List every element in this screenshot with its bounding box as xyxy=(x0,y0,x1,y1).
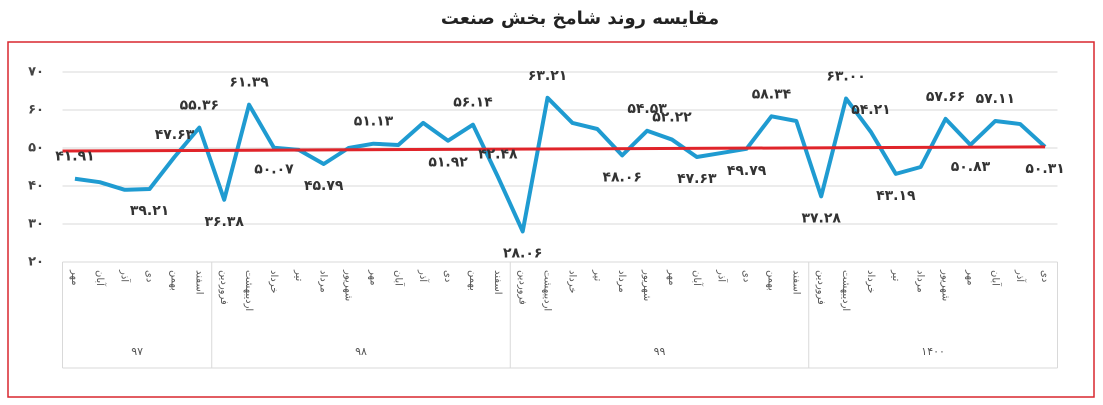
x-tick-label: خرداد xyxy=(865,270,876,293)
data-line xyxy=(74,95,1047,234)
value-label: ۶۳.۲۱ xyxy=(528,68,568,84)
x-tick-label: شهریور xyxy=(940,269,951,301)
value-label: ۵۴.۵۳ xyxy=(627,101,667,117)
x-tick-label: اسفند xyxy=(790,270,801,294)
x-tick-label: مهر xyxy=(69,269,80,285)
x-tick-label: شهریور xyxy=(641,269,652,301)
y-tick-label: ۳۰ xyxy=(28,217,44,232)
x-tick-label: خرداد xyxy=(268,270,279,293)
group-label: ۱۴۰۰ xyxy=(921,345,945,358)
y-tick-label: ۷۰ xyxy=(28,65,44,80)
x-tick-label: اردیبهشت xyxy=(243,270,254,311)
x-tick-label: مرداد xyxy=(616,270,627,293)
group-label: ۹۸ xyxy=(355,345,367,358)
y-tick-label: ۴۰ xyxy=(28,179,44,194)
value-label: ۵۷.۶۶ xyxy=(926,89,966,105)
x-tick-label: بهمن xyxy=(168,270,179,291)
x-tick-label: آذر xyxy=(417,269,430,283)
value-label: ۴۳.۱۹ xyxy=(876,188,916,204)
value-label: ۵۰.۰۷ xyxy=(254,162,294,178)
value-label: ۵۲.۲۲ xyxy=(652,110,692,126)
group-label: ۹۷ xyxy=(131,345,143,358)
chart-title: مقایسه روند شامخ بخش صنعت xyxy=(441,8,719,29)
x-tick-label: دی xyxy=(741,270,752,282)
value-label: ۳۶.۳۸ xyxy=(204,214,244,230)
x-tick-label: مرداد xyxy=(915,270,926,293)
value-label: ۴۷.۶۳ xyxy=(677,171,717,187)
x-tick-label: مهر xyxy=(964,269,975,285)
y-tick-label: ۵۰ xyxy=(28,141,44,156)
value-label: ۳۷.۲۸ xyxy=(801,210,841,226)
value-label: ۵۱.۹۲ xyxy=(428,155,468,171)
y-tick-label: ۶۰ xyxy=(28,103,44,118)
x-tick-label: بهمن xyxy=(467,270,478,291)
x-tick-label: بهمن xyxy=(765,270,776,291)
x-tick-label: تیر xyxy=(890,269,901,282)
x-tick-label: مهر xyxy=(666,269,677,285)
y-tick-label: ۲۰ xyxy=(28,255,44,270)
value-label: ۳۹.۲۱ xyxy=(130,203,170,219)
group-label: ۹۹ xyxy=(654,345,666,358)
value-label: ۵۶.۱۴ xyxy=(453,95,493,111)
value-label: ۵۷.۱۱ xyxy=(976,91,1016,107)
x-tick-label: آبان xyxy=(989,270,1002,287)
x-tick-label: شهریور xyxy=(343,269,354,301)
trend-line xyxy=(62,145,1046,153)
value-label: ۲۸.۰۶ xyxy=(503,245,543,261)
value-label: ۴۲.۴۸ xyxy=(478,147,518,163)
x-tick-label: اردیبهشت xyxy=(840,270,851,311)
value-label: ۶۳.۰۰ xyxy=(826,69,866,85)
value-label: ۵۱.۱۳ xyxy=(354,114,394,130)
x-tick-label: فروردین xyxy=(517,270,528,305)
value-label: ۵۴.۲۱ xyxy=(851,102,891,118)
x-tick-label: آبان xyxy=(691,270,704,287)
x-tick-label: آذر xyxy=(716,269,729,283)
value-label: ۴۱.۹۱ xyxy=(55,149,95,165)
value-label: ۴۸.۰۶ xyxy=(602,169,642,185)
x-tick-label: اسفند xyxy=(492,270,503,294)
value-label: ۵۰.۳۱ xyxy=(1025,161,1065,177)
x-tick-label: فروردین xyxy=(815,270,826,305)
x-tick-label: فروردین xyxy=(218,270,229,305)
x-tick-label: مهر xyxy=(367,269,378,285)
x-tick-label: آبان xyxy=(94,270,107,287)
x-tick-label: اسفند xyxy=(193,270,204,294)
value-label: ۶۱.۳۹ xyxy=(229,75,269,91)
x-tick-label: خرداد xyxy=(566,270,577,293)
x-tick-label: اردیبهشت xyxy=(542,270,553,311)
x-tick-label: دی xyxy=(1039,270,1050,282)
chart-frame xyxy=(7,41,1095,398)
value-label: ۴۵.۷۹ xyxy=(304,178,344,194)
x-tick-label: دی xyxy=(144,270,155,282)
value-label: ۴۹.۷۹ xyxy=(727,163,767,179)
x-tick-label: آبان xyxy=(392,270,405,287)
value-label: ۵۰.۸۳ xyxy=(951,159,991,175)
value-label: ۴۷.۶۳ xyxy=(155,127,195,143)
value-label: ۵۸.۳۴ xyxy=(752,86,792,102)
x-tick-label: تیر xyxy=(591,269,602,282)
x-tick-label: دی xyxy=(442,270,453,282)
value-label: ۵۵.۳۶ xyxy=(180,98,220,114)
x-tick-label: تیر xyxy=(293,269,304,282)
x-tick-label: آذر xyxy=(119,269,132,283)
x-tick-label: آذر xyxy=(1014,269,1027,283)
x-tick-label: مرداد xyxy=(318,270,329,293)
